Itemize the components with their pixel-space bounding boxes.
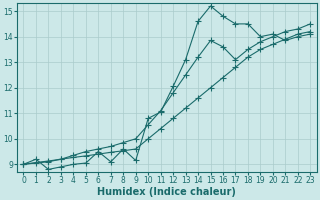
X-axis label: Humidex (Indice chaleur): Humidex (Indice chaleur)	[98, 187, 236, 197]
